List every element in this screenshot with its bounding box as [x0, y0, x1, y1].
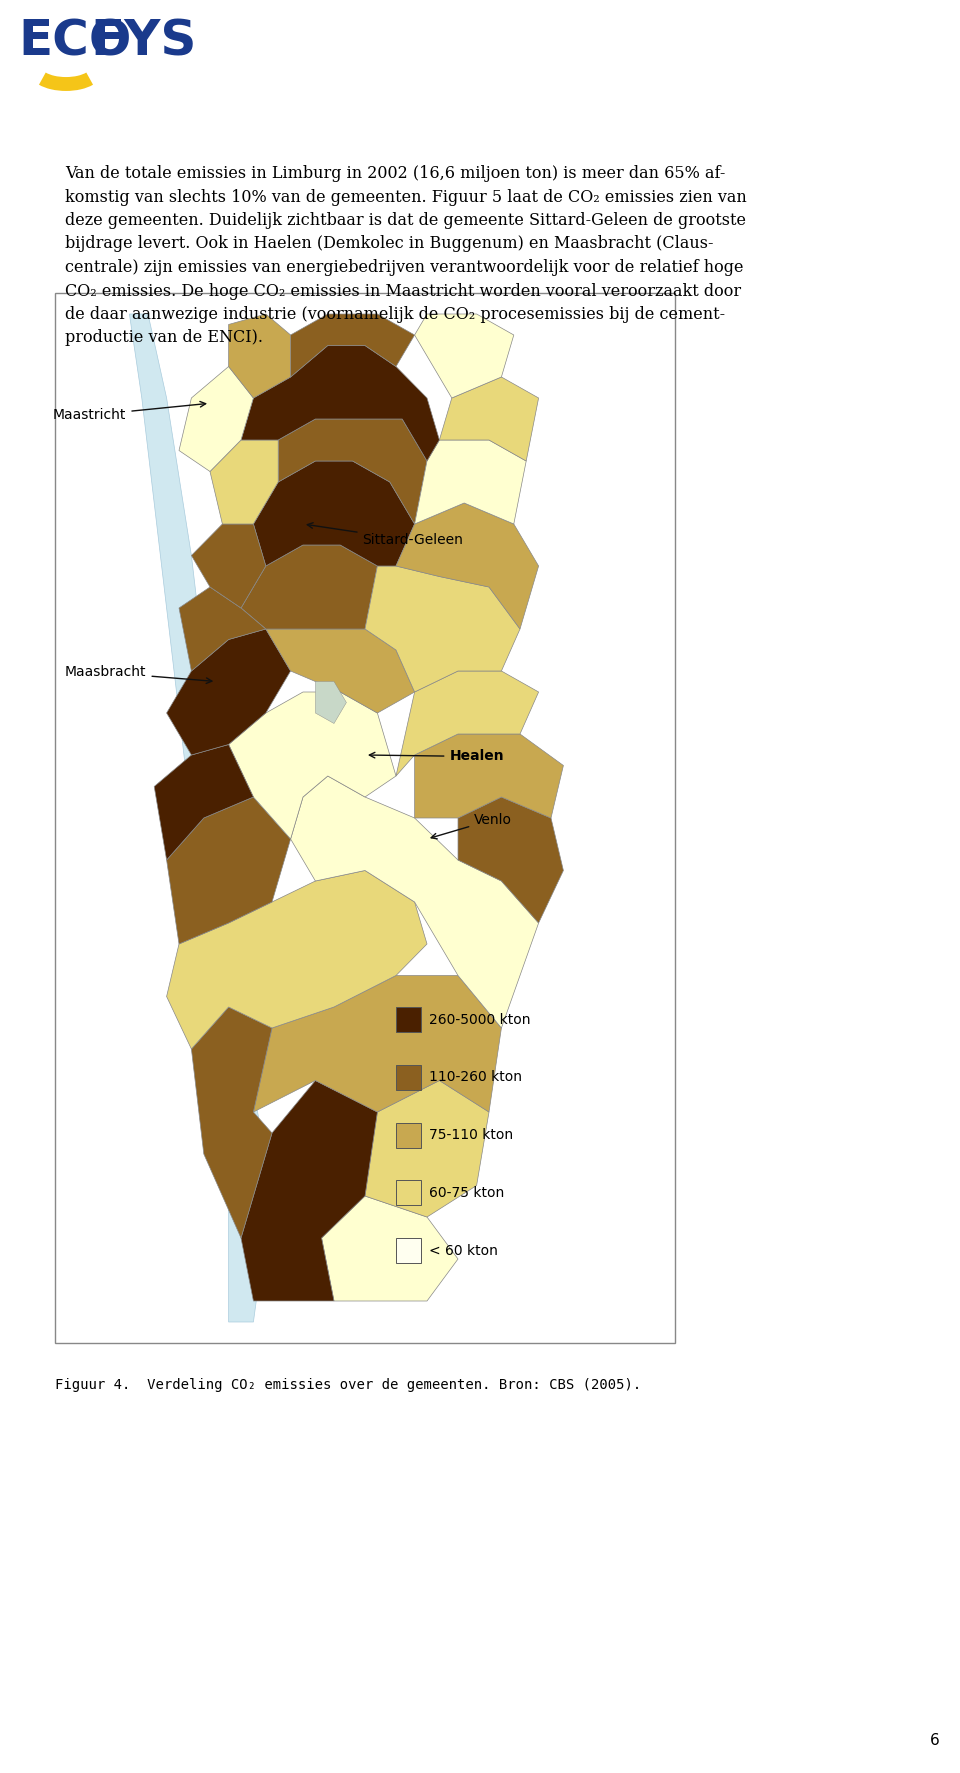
Text: Figuur 4.  Verdeling CO₂ emissies over de gemeenten. Bron: CBS (2005).: Figuur 4. Verdeling CO₂ emissies over de… [55, 1378, 641, 1392]
Bar [396, 1066, 420, 1090]
Polygon shape [266, 629, 415, 713]
Polygon shape [241, 1080, 377, 1301]
Polygon shape [155, 745, 253, 860]
Text: 6: 6 [930, 1732, 940, 1748]
Polygon shape [415, 734, 564, 817]
Polygon shape [210, 440, 278, 525]
Polygon shape [228, 691, 396, 839]
Text: 260-5000 kton: 260-5000 kton [429, 1012, 530, 1027]
Polygon shape [167, 629, 291, 755]
Polygon shape [253, 975, 501, 1112]
Polygon shape [241, 544, 377, 629]
Polygon shape [228, 314, 291, 397]
Polygon shape [458, 798, 564, 924]
Bar [396, 1181, 420, 1206]
Bar [396, 1122, 420, 1147]
Text: 60-75 kton: 60-75 kton [429, 1186, 504, 1200]
Text: ECO: ECO [18, 18, 132, 66]
Polygon shape [130, 314, 272, 1323]
Polygon shape [365, 566, 520, 691]
Polygon shape [440, 378, 539, 461]
Polygon shape [179, 367, 253, 472]
Text: Van de totale emissies in Limburg in 2002 (16,6 miljoen ton) is meer dan 65% af-: Van de totale emissies in Limburg in 200… [65, 165, 747, 346]
Polygon shape [322, 1197, 458, 1301]
Text: Maasbracht: Maasbracht [65, 665, 212, 683]
Polygon shape [316, 681, 347, 723]
Polygon shape [167, 871, 427, 1050]
Text: 110-260 kton: 110-260 kton [429, 1071, 522, 1085]
Polygon shape [291, 777, 539, 1028]
Polygon shape [167, 798, 291, 943]
Bar [396, 1238, 420, 1262]
Polygon shape [278, 418, 427, 525]
Polygon shape [191, 525, 266, 608]
Polygon shape [396, 670, 539, 777]
Polygon shape [191, 1007, 272, 1238]
Polygon shape [415, 440, 526, 525]
Polygon shape [396, 504, 539, 629]
Text: Venlo: Venlo [431, 812, 513, 839]
Polygon shape [241, 346, 440, 461]
Polygon shape [365, 1080, 489, 1216]
Polygon shape [415, 314, 514, 397]
Text: FYS: FYS [90, 18, 197, 66]
Text: Maastricht: Maastricht [53, 401, 205, 422]
Text: < 60 kton: < 60 kton [429, 1243, 497, 1257]
Text: 75-110 kton: 75-110 kton [429, 1128, 513, 1142]
Bar [55, 293, 675, 1342]
Polygon shape [291, 314, 415, 378]
Polygon shape [179, 587, 266, 670]
Text: Sittard-Geleen: Sittard-Geleen [307, 523, 464, 548]
Bar [396, 1007, 420, 1032]
Polygon shape [253, 461, 415, 566]
Text: Healen: Healen [370, 750, 504, 764]
